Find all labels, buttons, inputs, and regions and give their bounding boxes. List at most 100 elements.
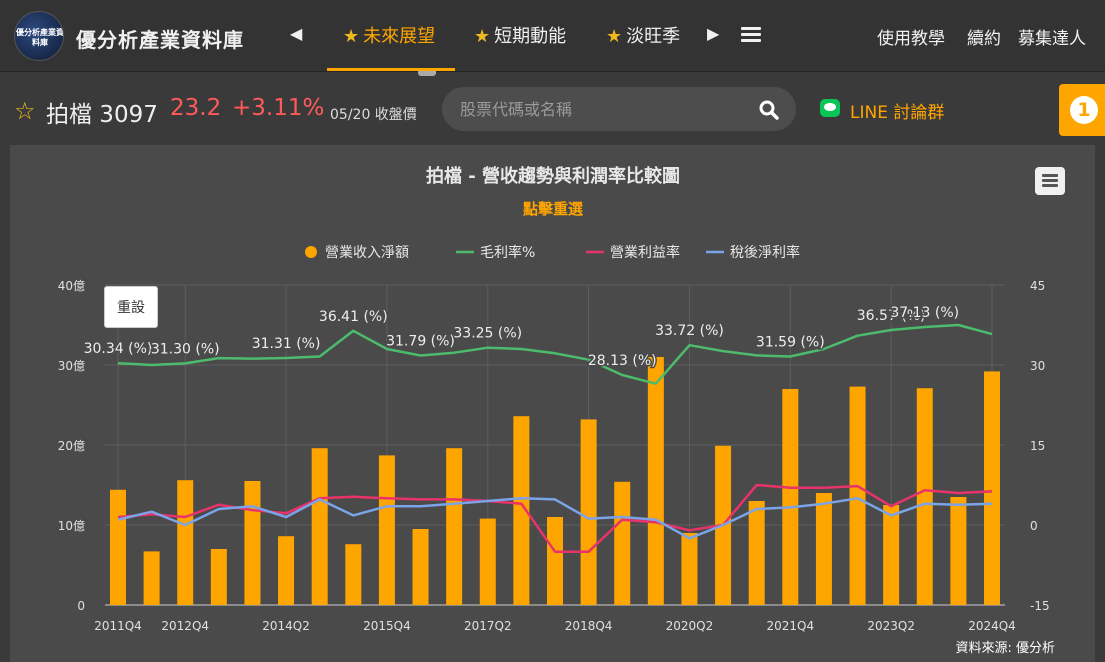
tab-label: 未來展望 <box>363 26 436 47</box>
x-tick-label: 2018Q4 <box>565 619 613 633</box>
revenue-bar[interactable] <box>580 419 597 605</box>
revenue-bar[interactable] <box>916 388 933 605</box>
data-label: 28.13 (%) <box>588 353 657 369</box>
line-app-icon[interactable] <box>820 99 840 117</box>
x-tick-label: 2017Q2 <box>464 619 512 633</box>
chart-subtitle[interactable]: 點擊重選 <box>523 200 583 218</box>
tab-short-term-momentum[interactable]: ★ 短期動能 <box>474 22 566 48</box>
stock-change: +3.11% <box>232 95 325 121</box>
tab-seasonality[interactable]: ★ 淡旺季 <box>606 22 680 48</box>
active-tab-indicator <box>327 68 455 71</box>
nav-next-icon[interactable]: ▶ <box>707 24 720 43</box>
y-right-tick-label: 15 <box>1030 439 1045 453</box>
revenue-bar[interactable] <box>984 371 1000 605</box>
x-tick-label: 2020Q2 <box>666 619 714 633</box>
x-tick-label: 2021Q4 <box>766 619 814 633</box>
notification-count: 1 <box>1070 96 1098 124</box>
data-label: 31.30 (%) <box>151 341 220 357</box>
data-label: 31.31 (%) <box>252 336 321 352</box>
tab-label: 淡旺季 <box>626 26 681 47</box>
revenue-bar[interactable] <box>311 448 328 605</box>
revenue-bar[interactable] <box>412 529 429 605</box>
y-right-tick-label: 30 <box>1030 359 1045 373</box>
revenue-bar[interactable] <box>849 386 866 605</box>
tutorial-link[interactable]: 使用教學 <box>877 29 945 49</box>
logo-text: 優分析產業資料庫 <box>16 28 64 47</box>
star-icon: ★ <box>343 26 360 47</box>
favorite-star-icon[interactable]: ☆ <box>14 97 36 125</box>
data-label: 36.57 (%) <box>857 308 926 324</box>
search-icon[interactable] <box>758 99 780 121</box>
data-label: 33.25 (%) <box>453 326 522 342</box>
gross-margin-line[interactable] <box>117 323 993 385</box>
revenue-bar[interactable] <box>681 533 698 605</box>
y-left-tick-label: 40億 <box>58 279 85 293</box>
revenue-bar[interactable] <box>278 536 295 605</box>
revenue-bar[interactable] <box>647 357 664 605</box>
legend-item[interactable]: 毛利率% <box>480 244 535 261</box>
data-label: 31.79 (%) <box>386 333 455 349</box>
y-left-tick-label: 0 <box>77 599 85 613</box>
x-tick-label: 2023Q2 <box>867 619 915 633</box>
logo[interactable]: 優分析產業資料庫 <box>14 11 64 61</box>
data-label: 33.72 (%) <box>655 323 724 339</box>
revenue-bar[interactable] <box>110 489 126 605</box>
data-source: 資料來源: 優分析 <box>955 641 1055 656</box>
top-nav: 優分析產業資料庫 優分析產業資料庫 ◀ ★ 未來展望 ★ 短期動能 ★ 淡旺季 ▶ 使… <box>0 0 1105 76</box>
stock-name: 拍檔 3097 <box>46 102 158 128</box>
price-date-label: 05/20 收盤價 <box>330 107 417 123</box>
chart-title: 拍檔 - 營收趨勢與利潤率比較圖 <box>426 165 680 187</box>
chart-menu-icon[interactable] <box>1035 167 1065 195</box>
star-icon: ★ <box>606 26 623 47</box>
legend-item[interactable]: 營業收入淨額 <box>325 245 409 261</box>
brand-title[interactable]: 優分析產業資料庫 <box>76 28 244 52</box>
tab-future-outlook[interactable]: ★ 未來展望 <box>343 22 435 48</box>
data-label: 36.41 (%) <box>319 309 388 325</box>
revenue-bar[interactable] <box>446 448 463 605</box>
renew-link[interactable]: 續約 <box>967 29 1001 49</box>
revenue-bar[interactable] <box>748 501 765 605</box>
star-icon: ★ <box>474 26 491 47</box>
x-tick-label: 2024Q4 <box>968 619 1016 633</box>
notification-tab[interactable]: 1 <box>1059 84 1105 136</box>
revenue-bar[interactable] <box>210 549 227 605</box>
revenue-bar[interactable] <box>244 481 261 605</box>
revenue-bar[interactable] <box>345 544 362 605</box>
scroll-knob[interactable] <box>418 71 436 76</box>
revenue-bar[interactable] <box>547 517 563 605</box>
y-left-tick-label: 30億 <box>58 359 85 373</box>
revenue-bar[interactable] <box>782 389 799 605</box>
x-tick-label: 2015Q4 <box>363 619 411 633</box>
menu-icon[interactable] <box>741 27 761 43</box>
data-label: 31.59 (%) <box>756 335 825 351</box>
revenue-bar[interactable] <box>815 493 832 605</box>
revenue-bar[interactable] <box>883 505 900 605</box>
legend-item[interactable]: 營業利益率 <box>610 244 680 261</box>
revenue-bar[interactable] <box>378 455 395 605</box>
revenue-margin-chart: 拍檔 - 營收趨勢與利潤率比較圖 點擊重選 資料來源: 優分析 0 10億 20億 3… <box>58 165 1055 656</box>
revenue-bar[interactable] <box>479 518 496 605</box>
revenue-bar[interactable] <box>950 497 967 605</box>
nav-prev-icon[interactable]: ◀ <box>290 24 303 43</box>
legend-marker[interactable] <box>305 246 317 258</box>
y-left-tick-label: 20億 <box>58 439 85 453</box>
revenue-bar[interactable] <box>143 551 160 605</box>
y-right-tick-label: -15 <box>1030 599 1050 613</box>
net-margin-line[interactable] <box>117 497 993 540</box>
x-tick-label: 2011Q4 <box>94 619 142 633</box>
revenue-bar[interactable] <box>614 481 631 605</box>
y-right-tick-label: 0 <box>1030 519 1038 533</box>
recruit-link[interactable]: 募集達人 <box>1018 29 1086 49</box>
reset-zoom-button[interactable]: 重設 <box>104 286 158 328</box>
data-label: 37.13 (%) <box>890 305 959 321</box>
legend-item[interactable]: 稅後淨利率 <box>730 244 800 261</box>
x-tick-label: 2012Q4 <box>161 619 209 633</box>
revenue-bar[interactable] <box>177 480 194 605</box>
y-right-tick-label: 45 <box>1030 279 1045 293</box>
line-group-link[interactable]: LINE 討論群 <box>850 103 945 123</box>
data-label: 30.34 (%) <box>84 341 153 357</box>
search-box <box>442 87 796 131</box>
search-input[interactable] <box>460 87 750 131</box>
revenue-bar[interactable] <box>513 416 530 605</box>
x-tick-label: 2014Q2 <box>262 619 310 633</box>
